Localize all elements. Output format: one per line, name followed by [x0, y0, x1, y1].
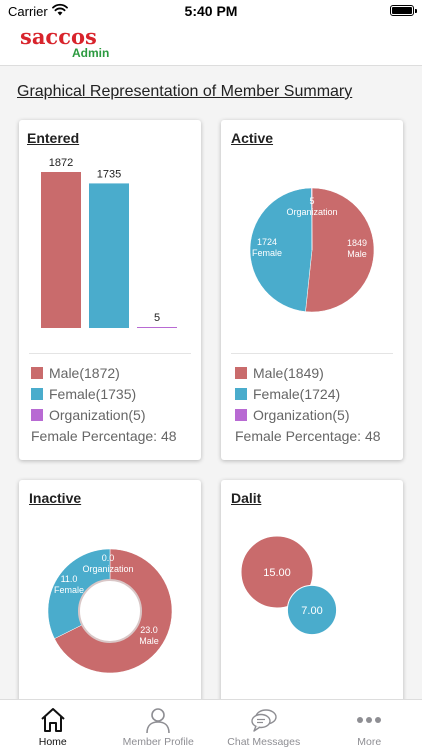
dalit-card: Dalit 15.00 7.00 [221, 480, 403, 710]
pie-slice-label: Female [252, 248, 282, 258]
entered-legend: Male(1872) Female(1735) Organization(5) … [31, 362, 177, 444]
page-title: Graphical Representation of Member Summa… [17, 83, 353, 100]
home-icon [41, 708, 65, 732]
entered-bar-chart: 1872 1735 5 [41, 157, 177, 328]
pie-slice-label: 5 [309, 196, 314, 206]
pie-slice-label: Organization [286, 207, 337, 217]
legend-item-male: Male(1849) [235, 362, 381, 383]
legend-item-female: Female(1735) [31, 383, 177, 404]
legend-swatch-male [31, 366, 43, 379]
tab-label: Member Profile [122, 736, 194, 748]
wifi-icon [52, 3, 68, 16]
pie-slice-label: Male [139, 636, 159, 646]
pie-slice-label: 11.0 [61, 574, 78, 584]
tab-chat-messages[interactable]: Chat Messages [211, 700, 317, 750]
entered-card: Entered 1872 1735 5 Male(1872) Female(1735… [19, 120, 201, 460]
bar-organization [137, 327, 177, 328]
battery-icon [390, 5, 417, 16]
entered-card-title: Entered [27, 130, 80, 146]
legend-label-male: Male(1872) [49, 364, 120, 381]
tab-home[interactable]: Home [0, 700, 106, 750]
pie-slice-label: 23.0 [140, 625, 158, 635]
legend-label-male: Male(1849) [253, 364, 324, 381]
pie-slice-label: 0.0 [102, 553, 115, 563]
bubble-male [240, 535, 314, 609]
bubble-data-label: 15.00 [263, 567, 291, 579]
user-icon [146, 708, 171, 734]
inactive-card: Inactive 23.0 Male 11.0 Female 0.0 Organizati… [19, 480, 201, 710]
donut-hole-ring [78, 579, 142, 643]
pie-slice-female [249, 187, 313, 312]
divider [29, 353, 191, 354]
clock: 5:40 PM [184, 3, 238, 19]
dalit-bubble-chart: 15.00 7.00 [240, 535, 338, 636]
legend-item-male: Male(1872) [31, 362, 177, 383]
legend-swatch-female [235, 387, 247, 400]
legend-item-organization: Organization(5) [31, 404, 177, 425]
legend-label-female: Female(1724) [253, 385, 341, 402]
bar-data-label: 5 [154, 312, 160, 324]
legend-label-female: Female(1735) [49, 385, 137, 402]
bar-female [89, 183, 129, 328]
legend-swatch-organization [31, 408, 43, 421]
pie-slice-label: Male [347, 249, 367, 259]
legend-label-organization: Organization(5) [253, 406, 350, 423]
tab-bar: Home Member Profile Chat Messages More [0, 699, 422, 750]
active-legend: Male(1849) Female(1724) Organization(5) … [235, 362, 381, 444]
female-percentage: Female Percentage: 48 [31, 428, 177, 444]
inactive-card-title: Inactive [29, 490, 82, 506]
carrier-label: Carrier [8, 4, 48, 19]
pie-slice-organization [311, 187, 313, 251]
active-card-title: Active [231, 130, 274, 146]
legend-label-organization: Organization(5) [49, 406, 146, 423]
tab-label: Home [38, 736, 67, 748]
legend-swatch-organization [235, 408, 247, 421]
tab-more[interactable]: More [317, 700, 422, 750]
legend-item-female: Female(1724) [235, 383, 381, 404]
chat-icon [251, 709, 277, 732]
tab-label: Chat Messages [227, 736, 301, 748]
logo-sub: Admin [72, 46, 110, 60]
app-header: saccos Admin [0, 22, 422, 66]
pie-slice-label: Female [54, 585, 84, 595]
more-icon [357, 717, 382, 723]
active-card: Active 1849 Male 1724 Female 5 Organization M… [221, 120, 403, 460]
logo-brand: saccos [20, 24, 97, 49]
pie-slice-label: Organization [82, 564, 133, 574]
pie-slice-male [305, 187, 375, 313]
pie-slice-label: 1849 [347, 238, 367, 248]
bubble-female [286, 584, 338, 636]
dalit-card-title: Dalit [231, 490, 262, 506]
divider [231, 353, 393, 354]
tab-label: More [357, 736, 382, 748]
legend-swatch-male [235, 366, 247, 379]
bar-male [41, 172, 81, 328]
female-percentage: Female Percentage: 48 [235, 428, 381, 444]
app-logo: saccos Admin [20, 24, 120, 60]
bar-data-label: 1735 [97, 168, 121, 180]
pie-slice-label: 1724 [257, 237, 277, 247]
bubble-data-label: 7.00 [301, 605, 322, 617]
legend-item-organization: Organization(5) [235, 404, 381, 425]
tab-member-profile[interactable]: Member Profile [106, 700, 212, 750]
legend-swatch-female [31, 387, 43, 400]
status-bar: Carrier 5:40 PM [0, 0, 422, 22]
bar-data-label: 1872 [49, 157, 73, 169]
